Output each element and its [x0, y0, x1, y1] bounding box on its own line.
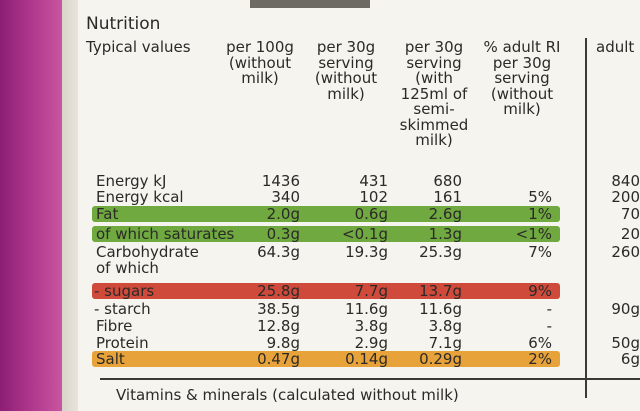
- row-value-v1: 38.5g: [257, 300, 300, 318]
- row-value-v2: <0.1g: [342, 225, 388, 243]
- typical-values-header: Typical values: [86, 38, 191, 56]
- row-value-v3: 1.3g: [428, 225, 462, 243]
- footer-divider: [100, 378, 640, 380]
- header-per-30g-without-milk: per 30g serving (without milk): [314, 38, 378, 103]
- nutrition-label-panel: [78, 0, 640, 411]
- row-value-v3: 0.29g: [419, 350, 462, 368]
- row-label: Energy kJ: [96, 172, 167, 190]
- cereal-box-pink-edge: [0, 0, 62, 411]
- row-value-adult: 70: [620, 205, 640, 223]
- column-divider: [585, 38, 587, 398]
- green-traffic-light-band: [92, 206, 560, 222]
- row-value-v1: 2.0g: [266, 205, 300, 223]
- header-per-30g-with-milk: per 30g serving (with 125ml of semi-skimmed…: [399, 38, 469, 149]
- cropped-top-text: [250, 0, 370, 8]
- row-value-v1: 25.8g: [257, 282, 300, 300]
- row-value-v3: 680: [433, 172, 462, 190]
- row-value-v4: -: [546, 317, 552, 335]
- row-label: Fibre: [96, 317, 133, 335]
- row-value-v3: 2.6g: [428, 205, 462, 223]
- row-value-v1: 1436: [261, 172, 300, 190]
- row-label: Energy kcal: [96, 188, 184, 206]
- header-adult-ri: % adult RI per 30g serving (without milk): [483, 38, 561, 118]
- row-label: Fat: [96, 205, 119, 223]
- row-value-adult: 90g: [611, 300, 640, 318]
- row-label: of which saturates: [96, 225, 235, 243]
- row-value-v4: <1%: [515, 225, 552, 243]
- row-value-v2: 2.9g: [354, 334, 388, 352]
- row-value-v4: 6%: [528, 334, 552, 352]
- row-value-v2: 7.7g: [354, 282, 388, 300]
- row-value-v1: 9.8g: [266, 334, 300, 352]
- row-value-v2: 0.14g: [345, 350, 388, 368]
- row-value-v1: 340: [271, 188, 300, 206]
- row-value-v3: 13.7g: [419, 282, 462, 300]
- row-value-v1: 0.47g: [257, 350, 300, 368]
- row-value-v4: 9%: [528, 282, 552, 300]
- row-label: Carbohydrate: [96, 243, 199, 261]
- row-label: Salt: [96, 350, 125, 368]
- amber-traffic-light-band: [92, 351, 560, 367]
- row-value-v2: 0.6g: [354, 205, 388, 223]
- row-label: - sugars: [94, 282, 155, 300]
- green-traffic-light-band: [92, 226, 560, 242]
- row-value-v3: 3.8g: [428, 317, 462, 335]
- row-label: - starch: [94, 300, 151, 318]
- row-label: of which: [96, 259, 159, 277]
- row-value-v4: 5%: [528, 188, 552, 206]
- row-value-v4: 7%: [528, 243, 552, 261]
- row-value-v1: 12.8g: [257, 317, 300, 335]
- nutrition-title: Nutrition: [86, 14, 161, 34]
- row-value-adult: 6g: [620, 350, 640, 368]
- row-value-v4: -: [546, 300, 552, 318]
- row-value-adult: 50g: [611, 334, 640, 352]
- row-value-v2: 3.8g: [354, 317, 388, 335]
- row-value-adult: 20: [620, 225, 640, 243]
- row-value-v2: 19.3g: [345, 243, 388, 261]
- row-value-v1: 0.3g: [266, 225, 300, 243]
- red-traffic-light-band: [92, 283, 560, 299]
- row-value-v4: 1%: [528, 205, 552, 223]
- header-adult-cut: adult: [596, 38, 635, 56]
- row-value-v4: 2%: [528, 350, 552, 368]
- row-value-v3: 161: [433, 188, 462, 206]
- row-value-v2: 102: [359, 188, 388, 206]
- header-per-100g: per 100g (without milk): [226, 38, 294, 87]
- row-value-adult: 840: [611, 172, 640, 190]
- row-label: Protein: [96, 334, 149, 352]
- row-value-v3: 25.3g: [419, 243, 462, 261]
- vitamins-footer: Vitamins & minerals (calculated without …: [116, 386, 459, 404]
- row-value-adult: 200: [611, 188, 640, 206]
- row-value-v2: 431: [359, 172, 388, 190]
- row-value-v2: 11.6g: [345, 300, 388, 318]
- row-value-v3: 11.6g: [419, 300, 462, 318]
- row-value-adult: 260: [611, 243, 640, 261]
- row-value-v3: 7.1g: [428, 334, 462, 352]
- row-value-v1: 64.3g: [257, 243, 300, 261]
